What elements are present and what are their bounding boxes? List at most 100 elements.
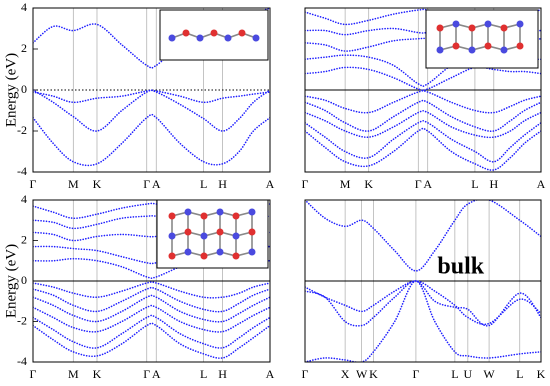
x-tick-label: Γ [30, 367, 37, 381]
x-tick-label: M [68, 367, 79, 381]
atom [452, 20, 460, 28]
x-tick-label: A [152, 177, 161, 191]
atom [184, 208, 192, 216]
inset-bilayer [425, 9, 539, 69]
atom [216, 248, 224, 256]
y-tick-label: 0 [21, 273, 27, 287]
x-tick-label: L [200, 367, 207, 381]
atom [468, 24, 476, 32]
atom [500, 46, 508, 54]
band-line [33, 314, 270, 349]
x-tick-label: L [200, 177, 207, 191]
atoms [168, 208, 256, 260]
atom [232, 232, 240, 240]
y-axis-label: Energy (eV) [3, 53, 19, 127]
x-tick-label: A [266, 367, 275, 381]
y-tick-label: -2 [17, 123, 27, 137]
band-line [305, 200, 541, 272]
atom [238, 29, 246, 37]
x-tick-label: A [266, 177, 275, 191]
atom [452, 42, 460, 50]
x-tick-label: Γ [412, 367, 419, 381]
atom [184, 248, 192, 256]
x-tick-label: Γ [302, 177, 309, 191]
band-line [33, 304, 270, 333]
band-line [305, 280, 541, 362]
atom [168, 212, 176, 220]
y-axis-label: Energy (eV) [3, 244, 19, 318]
plot-frame [32, 199, 271, 363]
x-tick-label: W [483, 367, 495, 381]
atom [168, 232, 176, 240]
x-tick-label: Γ [143, 177, 150, 191]
band-line [305, 53, 541, 87]
band-line [33, 231, 270, 242]
x-tick-label: L [516, 367, 523, 381]
x-tick-label: Γ [30, 177, 37, 191]
x-tick-label: A [423, 177, 432, 191]
x-tick-label: U [464, 367, 473, 381]
band-line [33, 202, 270, 220]
inset-monolayer [159, 9, 269, 61]
x-tick-label: L [451, 367, 458, 381]
x-tick-label: A [152, 367, 161, 381]
y-tick-label: 4 [21, 0, 27, 14]
atom [200, 232, 208, 240]
x-tick-label: Γ [302, 367, 309, 381]
plot-frame [304, 199, 542, 363]
x-tick-label: M [340, 177, 351, 191]
atom [216, 228, 224, 236]
x-tick-label: W [356, 367, 368, 381]
atom [196, 34, 204, 42]
plot-frame [32, 7, 271, 173]
x-tick-label: H [489, 177, 498, 191]
atom [516, 20, 524, 28]
atom [484, 20, 492, 28]
x-tick-label: K [537, 367, 546, 381]
band-line [33, 89, 270, 132]
x-tick-label: H [218, 367, 227, 381]
x-tick-label: Γ [143, 367, 150, 381]
atom [200, 252, 208, 260]
atom [436, 24, 444, 32]
inset-frame [425, 9, 539, 69]
x-tick-label: X [341, 367, 350, 381]
y-tick-label: 0 [21, 82, 27, 96]
atom [232, 212, 240, 220]
x-tick-label: K [369, 367, 378, 381]
bands [33, 8, 270, 167]
band-line [305, 127, 541, 171]
y-tick-label: 2 [21, 41, 27, 55]
y-tick-label: -4 [17, 354, 27, 368]
y-tick-label: 2 [21, 232, 27, 246]
annotation: bulk [437, 254, 484, 280]
band-line [305, 66, 541, 92]
band-line [33, 281, 270, 299]
band-line [305, 119, 541, 163]
atom [252, 34, 260, 42]
atom [248, 228, 256, 236]
band-line [33, 89, 270, 104]
atom [248, 208, 256, 216]
atom [210, 29, 218, 37]
x-tick-label: K [93, 367, 102, 381]
atom [500, 24, 508, 32]
x-tick-label: H [218, 177, 227, 191]
atom [184, 228, 192, 236]
band-line [33, 294, 270, 323]
band-line [305, 89, 541, 114]
atom [436, 46, 444, 54]
atom [484, 42, 492, 50]
atom [168, 252, 176, 260]
band-line [305, 109, 541, 139]
x-tick-label: K [364, 177, 373, 191]
atom [216, 208, 224, 216]
inset-trilayer [156, 199, 269, 269]
atom [248, 248, 256, 256]
band-line [305, 280, 541, 327]
x-tick-label: K [93, 177, 102, 191]
atom [168, 34, 176, 42]
atom [224, 34, 232, 42]
band-line [33, 286, 270, 313]
